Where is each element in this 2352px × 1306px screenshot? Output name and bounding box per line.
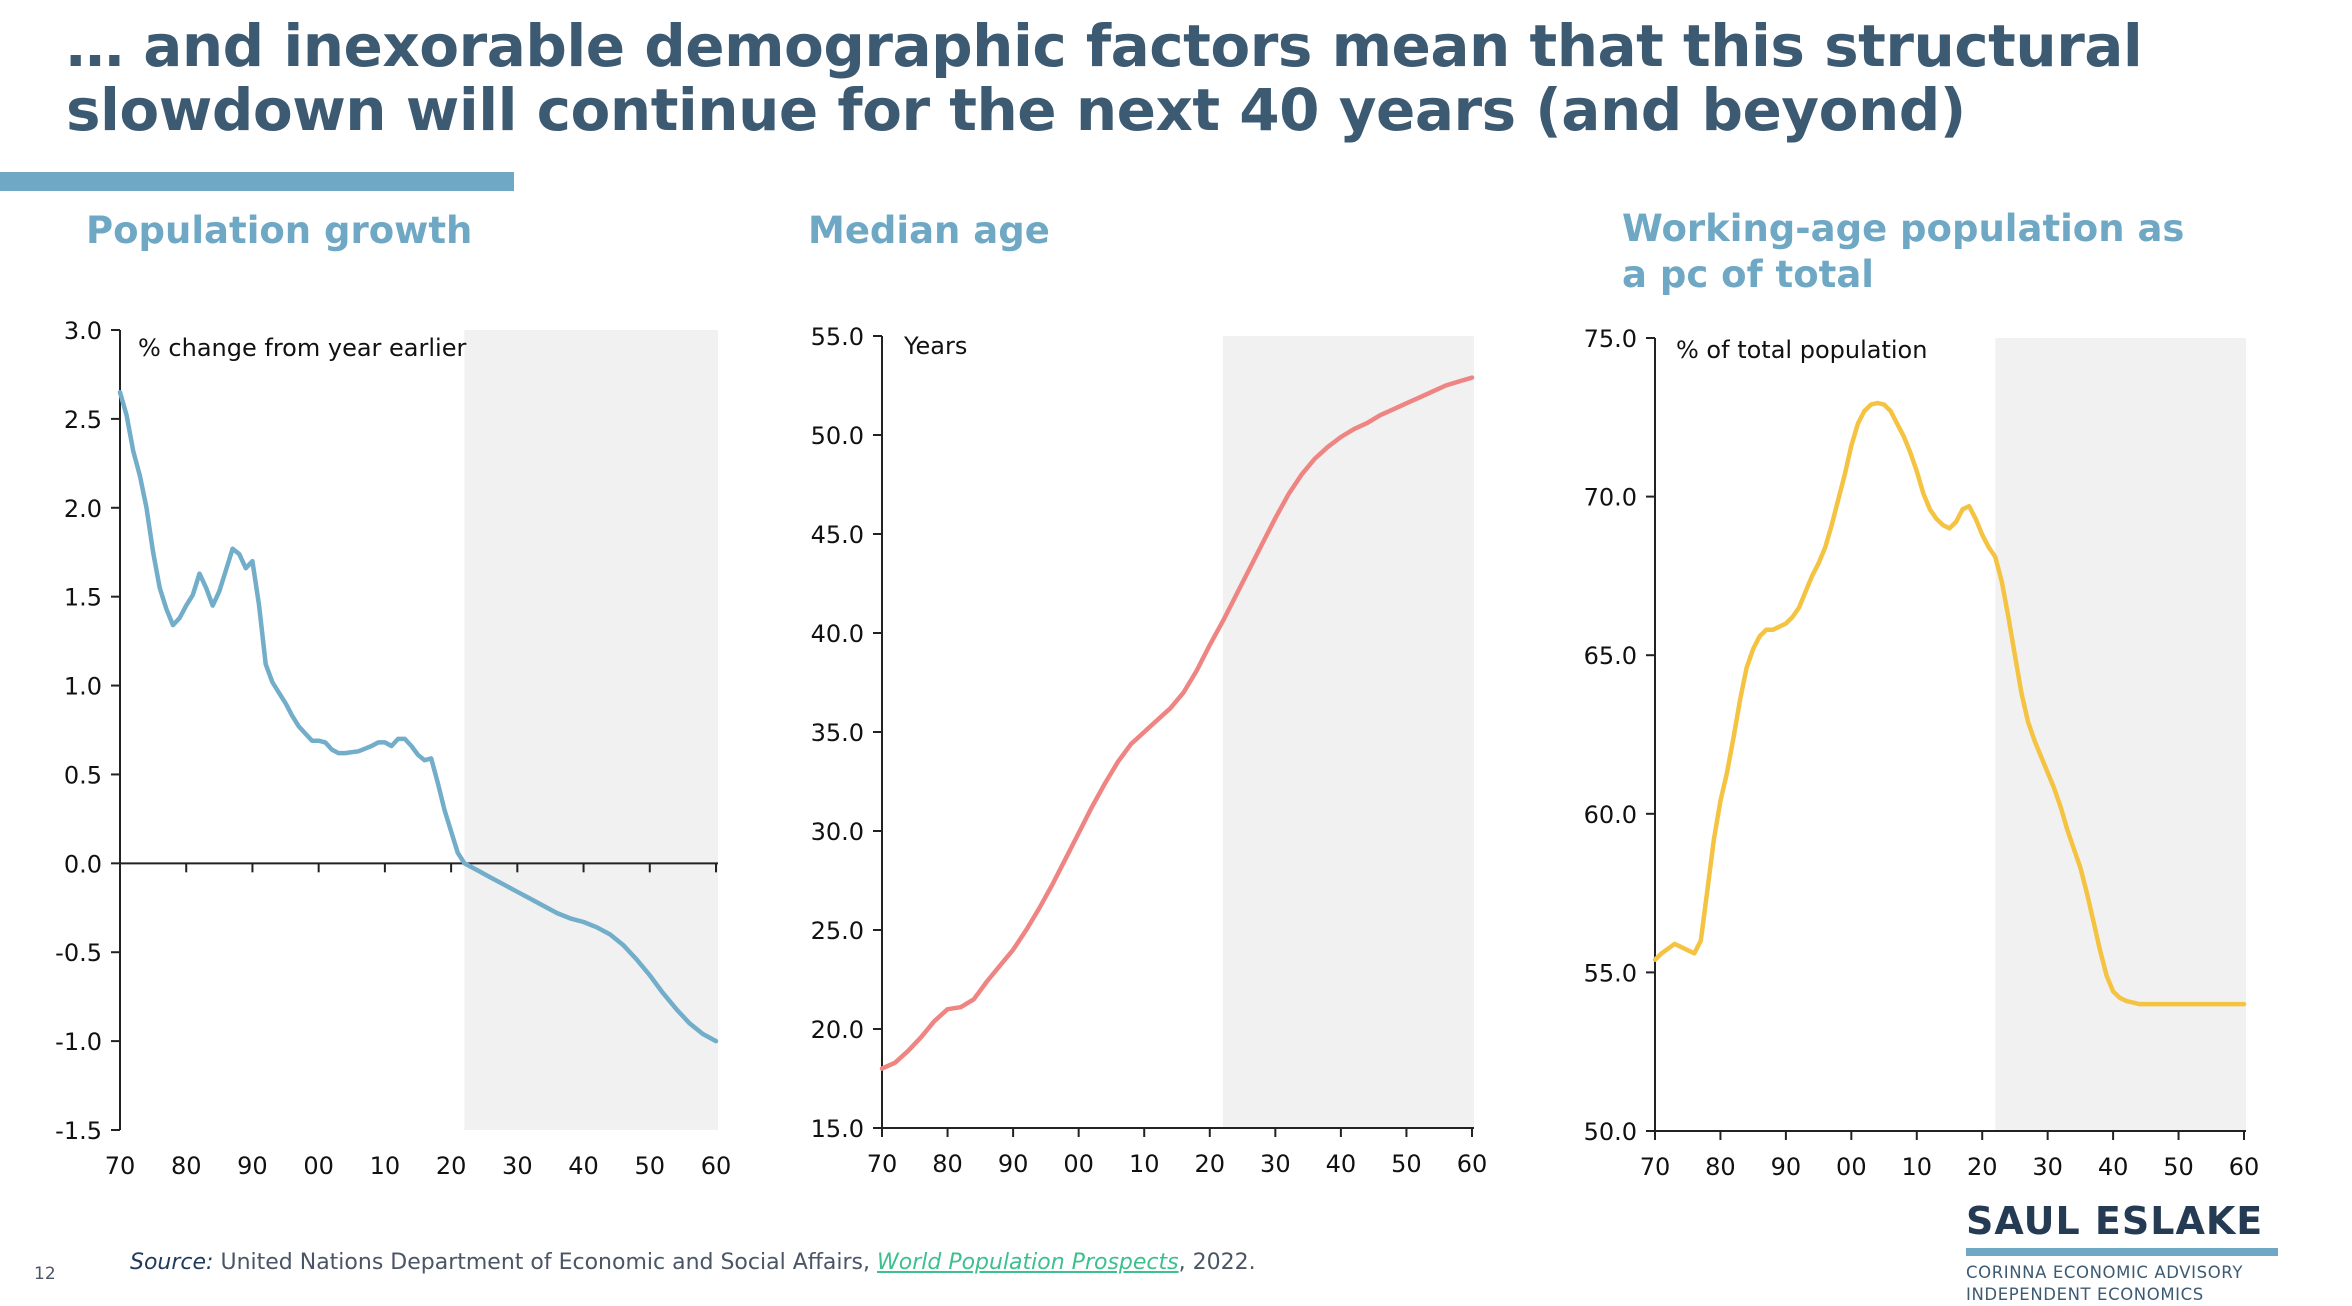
y-tick-label: 50.0 xyxy=(1584,1118,1637,1146)
y-tick-label: 30.0 xyxy=(811,818,864,846)
series-line xyxy=(1652,400,2247,1007)
x-tick-label: 70 xyxy=(1640,1153,1671,1181)
x-tick-label: 10 xyxy=(370,1152,401,1180)
y-tick-label: 55.0 xyxy=(811,323,864,351)
y-tick-label: 20.0 xyxy=(811,1016,864,1044)
brand-rule xyxy=(1966,1248,2278,1256)
x-tick-label: 20 xyxy=(1967,1153,1998,1181)
x-tick-label: 30 xyxy=(1260,1150,1291,1178)
x-tick-label: 30 xyxy=(502,1152,533,1180)
y-tick-label: 2.0 xyxy=(64,495,102,523)
y-tick-label: 55.0 xyxy=(1584,959,1637,987)
unit-label: % change from year earlier xyxy=(138,334,466,362)
title-accent-bar xyxy=(0,172,514,191)
x-tick-label: 90 xyxy=(237,1152,268,1180)
x-tick-label: 90 xyxy=(1771,1153,1802,1181)
x-tick-label: 70 xyxy=(867,1150,898,1178)
y-tick-label: 35.0 xyxy=(811,719,864,747)
projection-shading xyxy=(464,330,718,1130)
x-tick-label: 50 xyxy=(2163,1153,2194,1181)
chart-title-population-growth: Population growth xyxy=(86,209,473,252)
x-tick-label: 60 xyxy=(701,1152,732,1180)
unit-label: Years xyxy=(903,332,967,360)
y-tick-label: 1.5 xyxy=(64,584,102,612)
y-tick-label: 75.0 xyxy=(1584,325,1637,353)
chart-title-working-age-line-2: a pc of total xyxy=(1622,253,1874,296)
x-tick-label: 10 xyxy=(1129,1150,1160,1178)
source-suffix: , 2022. xyxy=(1178,1250,1256,1275)
y-tick-label: 0.0 xyxy=(64,850,102,878)
source-link[interactable]: World Population Prospects xyxy=(876,1250,1179,1275)
slide-title-line-2: slowdown will continue for the next 40 y… xyxy=(66,76,1966,144)
x-tick-label: 80 xyxy=(171,1152,202,1180)
y-tick-label: 1.0 xyxy=(64,673,102,701)
y-tick-label: 65.0 xyxy=(1584,642,1637,670)
x-tick-label: 80 xyxy=(932,1150,963,1178)
unit-label: % of total population xyxy=(1676,336,1927,364)
chart-2: 55.0 50.0 45.0 40.0 35.0 30.0 25.0 20.0 15.070 80… xyxy=(811,323,1488,1178)
brand-name: SAUL ESLAKE xyxy=(1966,1199,2264,1243)
slide-title-line-1: … and inexorable demographic factors mea… xyxy=(66,12,2143,80)
chart-1: 3.0 2.5 2.0 1.5 1.0 0.5 0.0 -0.5 -1.0 -1.570 80 90 0… xyxy=(55,317,731,1180)
y-tick-label: 0.5 xyxy=(64,761,102,789)
x-tick-label: 60 xyxy=(2229,1153,2260,1181)
brand-subtitle-2: INDEPENDENT ECONOMICS xyxy=(1966,1285,2204,1304)
brand-subtitle-1: CORINNA ECONOMIC ADVISORY xyxy=(1966,1263,2243,1282)
y-tick-label: 15.0 xyxy=(811,1115,864,1143)
x-tick-label: 20 xyxy=(1195,1150,1226,1178)
chart-title-working-age-line-1: Working-age population as xyxy=(1622,207,2185,250)
page-number: 12 xyxy=(34,1264,56,1284)
x-tick-label: 20 xyxy=(436,1152,467,1180)
source-label: Source: xyxy=(130,1250,214,1275)
y-tick-label: 50.0 xyxy=(811,422,864,450)
chart-3: 75.0 70.0 65.0 60.0 55.0 50.070 80 90 00 10 20 30 40… xyxy=(1584,325,2260,1181)
x-tick-label: 00 xyxy=(1836,1153,1867,1181)
series-line xyxy=(117,389,719,1044)
chart-title-working-age: Working-age population as a pc of total xyxy=(1622,206,2184,298)
y-tick-label: 2.5 xyxy=(64,406,102,434)
x-tick-label: 50 xyxy=(1391,1150,1422,1178)
y-tick-label: -1.0 xyxy=(55,1028,102,1056)
brand-logo: SAUL ESLAKE CORINNA ECONOMIC ADVISORY IN… xyxy=(1966,1200,2278,1306)
y-tick-label: -1.5 xyxy=(55,1117,102,1145)
x-tick-label: 50 xyxy=(635,1152,666,1180)
x-tick-label: 00 xyxy=(1063,1150,1094,1178)
slide-title: … and inexorable demographic factors mea… xyxy=(66,12,2143,144)
x-tick-label: 90 xyxy=(998,1150,1029,1178)
chart-title-median-age: Median age xyxy=(808,209,1050,252)
source-footnote: Source: United Nations Department of Eco… xyxy=(130,1250,1256,1275)
x-tick-label: 70 xyxy=(105,1152,136,1180)
y-tick-label: 70.0 xyxy=(1584,484,1637,512)
y-tick-label: 3.0 xyxy=(64,317,102,345)
x-tick-label: 00 xyxy=(303,1152,334,1180)
x-tick-label: 40 xyxy=(2098,1153,2129,1181)
y-tick-label: -0.5 xyxy=(55,939,102,967)
x-tick-label: 30 xyxy=(2032,1153,2063,1181)
y-tick-label: 40.0 xyxy=(811,620,864,648)
x-tick-label: 60 xyxy=(1457,1150,1488,1178)
x-tick-label: 80 xyxy=(1705,1153,1736,1181)
x-tick-label: 40 xyxy=(1326,1150,1357,1178)
source-text: United Nations Department of Economic an… xyxy=(213,1250,877,1275)
x-tick-label: 10 xyxy=(1902,1153,1933,1181)
x-tick-label: 40 xyxy=(568,1152,599,1180)
projection-shading xyxy=(1222,336,1474,1128)
y-tick-label: 60.0 xyxy=(1584,801,1637,829)
y-tick-label: 25.0 xyxy=(811,917,864,945)
series-line xyxy=(879,375,1475,1071)
y-tick-label: 45.0 xyxy=(811,521,864,549)
